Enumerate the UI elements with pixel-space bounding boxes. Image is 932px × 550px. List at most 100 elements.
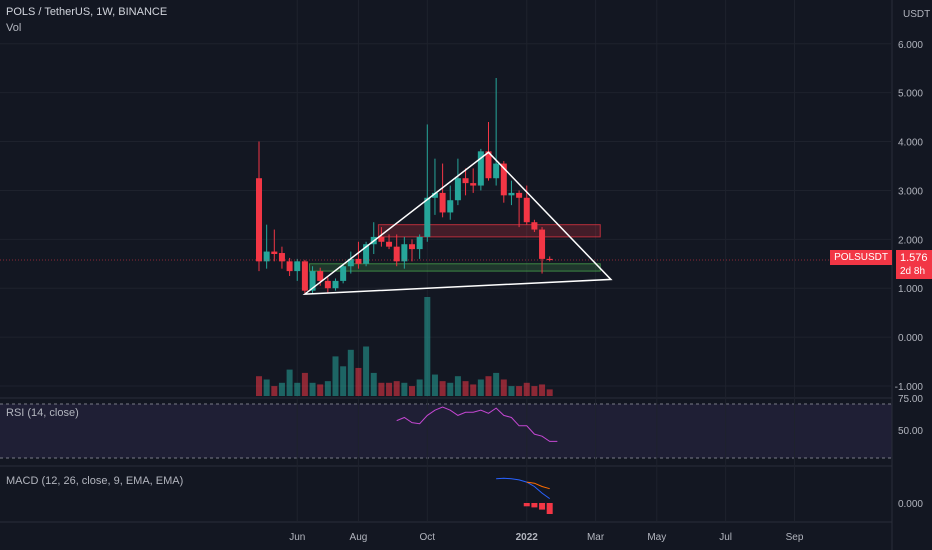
time-axis-label: Mar — [587, 532, 605, 543]
candle-body — [317, 271, 324, 281]
volume-bar — [263, 379, 270, 396]
candle-body — [393, 246, 400, 262]
candle-body — [263, 251, 270, 262]
candle-body — [424, 197, 431, 237]
volume-bar — [523, 382, 530, 396]
candle-body — [286, 261, 293, 272]
volume-bar — [516, 386, 523, 396]
price-axis-label: 0.000 — [898, 333, 923, 344]
candle-body — [386, 241, 393, 247]
currency-label: USDT — [903, 9, 931, 20]
candle-body — [271, 251, 278, 254]
macd-axis-label: 0.000 — [898, 499, 923, 510]
candle-body — [355, 258, 362, 264]
volume-bar — [386, 382, 393, 396]
signal-line — [526, 481, 550, 490]
volume-bar — [324, 381, 331, 396]
volume-bar — [447, 382, 454, 396]
volume-bar — [493, 372, 500, 396]
volume-bar — [378, 382, 385, 396]
volume-bar — [508, 386, 515, 396]
macd-histogram-bar — [546, 503, 553, 514]
candle-body — [256, 178, 262, 262]
candle-body — [546, 258, 553, 261]
candle-body — [347, 258, 354, 267]
price-axis-label: 1.000 — [898, 284, 923, 295]
volume-bar — [332, 356, 339, 396]
volume-bar — [424, 297, 431, 396]
volume-bar — [531, 386, 538, 396]
candle-body — [523, 197, 530, 223]
candle-body — [416, 236, 423, 250]
volume-bar — [317, 384, 324, 396]
candle-body — [439, 192, 446, 213]
volume-bar — [271, 386, 278, 396]
time-axis-label: Oct — [420, 532, 436, 543]
candle-body — [508, 192, 515, 196]
volume-bar — [309, 382, 316, 396]
symbol-price-tag: POLSUSDT — [830, 250, 892, 265]
volume-bar — [485, 376, 492, 396]
macd-histogram-bar — [523, 503, 530, 507]
price-axis-label: 2.000 — [898, 235, 923, 246]
volume-bar — [286, 369, 293, 396]
macd-histogram-bar — [531, 503, 538, 508]
volume-bar — [431, 374, 438, 396]
price-axis-label: -1.000 — [895, 382, 924, 393]
time-axis-label: 2022 — [516, 532, 539, 543]
volume-bar — [462, 381, 469, 396]
volume-bar — [355, 367, 362, 396]
rsi-line — [396, 406, 558, 442]
volume-bar — [470, 384, 477, 396]
candle-body — [447, 200, 454, 213]
candle-body — [309, 271, 316, 291]
last-price-label: 1.576 — [896, 250, 932, 266]
volume-bar — [454, 376, 461, 396]
volume-bar — [340, 366, 347, 396]
candle-body — [539, 229, 546, 259]
volume-bar — [301, 372, 308, 396]
time-axis-label: May — [647, 532, 666, 543]
volume-bar — [393, 381, 400, 396]
candle-body — [409, 244, 415, 250]
candle-body — [454, 178, 461, 201]
time-axis-label: Sep — [786, 532, 804, 543]
candle-body — [485, 151, 492, 179]
candle-body — [378, 236, 385, 242]
volume-bar — [401, 382, 408, 396]
rsi-label: RSI (14, close) — [6, 407, 79, 419]
volume-bar — [370, 372, 377, 396]
volume-bar — [500, 379, 507, 396]
volume-bar — [347, 349, 354, 396]
candle-body — [340, 266, 347, 281]
candle-body — [462, 178, 469, 184]
candle-body — [431, 192, 438, 198]
chart-title: POLS / TetherUS, 1W, BINANCE — [6, 6, 168, 18]
candle-body — [301, 261, 308, 291]
volume-bar — [256, 376, 262, 396]
triangle-pattern — [302, 151, 613, 295]
macd-histogram-bar — [539, 503, 546, 510]
time-axis-label: Jun — [289, 532, 305, 543]
rsi-band — [0, 404, 892, 458]
candle-body — [500, 163, 507, 196]
time-axis-label: Jul — [719, 532, 732, 543]
zone-resistance — [377, 224, 601, 238]
candle-body — [477, 151, 484, 186]
rsi-axis-label: 75.00 — [898, 394, 923, 405]
volume-bar — [416, 379, 423, 396]
volume-label: Vol — [6, 22, 22, 34]
volume-bar — [477, 379, 484, 396]
time-axis-label: Aug — [350, 532, 368, 543]
rsi-axis-label: 50.00 — [898, 426, 923, 437]
candle-body — [401, 244, 408, 262]
candle-body — [294, 261, 301, 272]
price-axis-label: 6.000 — [898, 40, 923, 51]
macd-line — [496, 477, 550, 500]
candle-body — [493, 163, 500, 179]
volume-bar — [439, 381, 446, 396]
bar-countdown-label: 2d 8h — [896, 264, 932, 279]
candle-body — [332, 280, 339, 289]
candle-body — [324, 280, 331, 289]
volume-bar — [363, 346, 370, 396]
